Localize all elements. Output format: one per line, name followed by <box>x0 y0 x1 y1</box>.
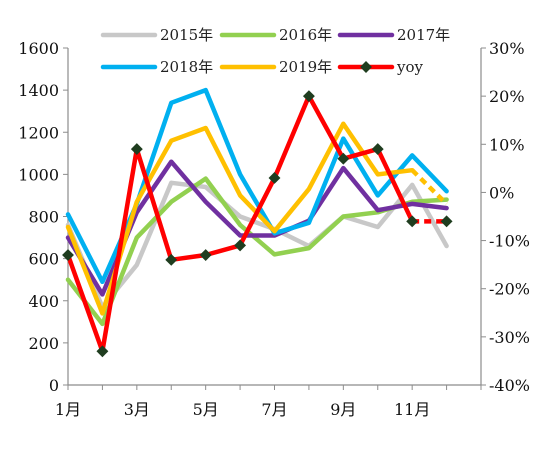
y-left-tick-label: 1600 <box>18 39 59 58</box>
x-tick-label: 7月 <box>261 400 287 419</box>
series-line-0 <box>65 180 449 310</box>
y-right-tick-label: -40% <box>489 376 530 395</box>
y-right-tick-label: -30% <box>489 328 530 347</box>
y-left-tick-label: 200 <box>28 334 59 353</box>
x-tick-label: 5月 <box>193 400 219 419</box>
yoy-point-marker <box>165 253 178 266</box>
x-tick-label: 11月 <box>394 400 430 419</box>
yoy-point-marker <box>199 249 212 261</box>
y-right-tick-label: -20% <box>489 280 530 299</box>
y-right-tick-label: 30% <box>489 39 525 58</box>
y-left-tick-label: 1200 <box>18 123 59 142</box>
y-right-tick-label: 20% <box>489 87 525 106</box>
yoy-point-marker <box>440 215 453 228</box>
y-right-tick-label: 0% <box>489 183 514 202</box>
legend-marker-5 <box>360 61 372 73</box>
y-left-tick-label: 1000 <box>18 165 59 184</box>
x-tick-label: 3月 <box>124 400 150 419</box>
series-line-4 <box>65 121 415 316</box>
yoy-point-marker <box>234 239 247 252</box>
legend-label-4: 2019年 <box>279 58 332 76</box>
legend-label-0: 2015年 <box>160 26 213 44</box>
x-tick-label: 1月 <box>55 400 81 419</box>
y-left-tick-label: 400 <box>28 292 59 311</box>
legend-label-1: 2016年 <box>279 26 332 44</box>
y-left-tick-label: 0 <box>49 376 59 395</box>
legend-label-5: yoy <box>396 58 424 76</box>
yoy-point-marker <box>62 249 74 261</box>
y-right-tick-label: -10% <box>489 232 530 251</box>
x-tick-label: 9月 <box>330 400 356 419</box>
y-left-tick-label: 600 <box>28 250 59 269</box>
y-right-tick-label: 10% <box>489 135 525 154</box>
yoy-point-marker <box>96 345 109 358</box>
yoy-point-marker <box>130 143 143 156</box>
series-line-dashed-4 <box>410 168 449 206</box>
legend-label-3: 2018年 <box>160 58 213 76</box>
y-left-tick-label: 800 <box>28 208 59 227</box>
y-left-tick-label: 1400 <box>18 81 59 100</box>
legend-label-2: 2017年 <box>397 26 450 44</box>
series-line-3 <box>65 87 449 285</box>
